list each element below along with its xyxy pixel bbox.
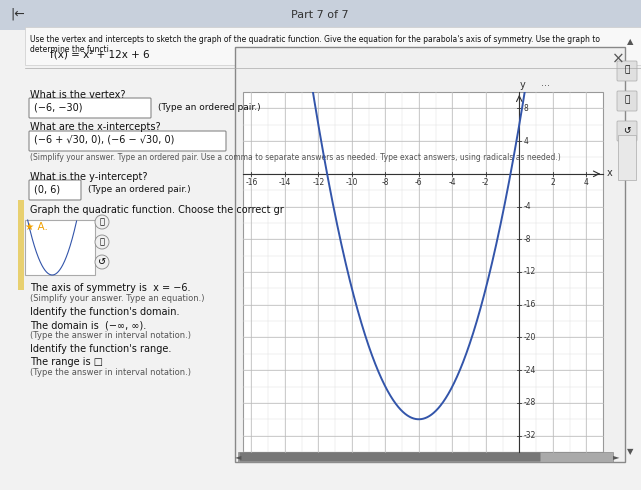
- Text: -4: -4: [449, 178, 456, 187]
- Text: 🔍: 🔍: [99, 218, 104, 226]
- FancyBboxPatch shape: [529, 75, 561, 91]
- Text: What is the y-intercept?: What is the y-intercept?: [30, 172, 147, 182]
- FancyBboxPatch shape: [25, 27, 641, 65]
- Text: The domain is  (−∞, ∞).: The domain is (−∞, ∞).: [30, 320, 146, 330]
- Text: 4: 4: [523, 137, 528, 146]
- Text: (0, 6): (0, 6): [34, 185, 60, 195]
- Text: ►: ►: [613, 452, 619, 462]
- FancyBboxPatch shape: [618, 135, 636, 180]
- Text: 8: 8: [523, 104, 528, 113]
- Text: Part 7 of 7: Part 7 of 7: [291, 10, 349, 20]
- Text: f(x) = x² + 12x + 6: f(x) = x² + 12x + 6: [50, 50, 149, 60]
- Text: (Simplify your answer. Type an equation.): (Simplify your answer. Type an equation.…: [30, 294, 204, 303]
- Text: ▼: ▼: [627, 447, 633, 457]
- Text: 🔍: 🔍: [99, 238, 104, 246]
- Text: -28: -28: [523, 398, 535, 407]
- Text: Use the vertex and intercepts to sketch the graph of the quadratic function. Giv: Use the vertex and intercepts to sketch …: [30, 35, 600, 54]
- FancyBboxPatch shape: [25, 220, 95, 275]
- Text: 🔍: 🔍: [624, 96, 629, 104]
- Text: ↺: ↺: [623, 125, 631, 134]
- FancyBboxPatch shape: [243, 92, 603, 452]
- Text: -16: -16: [246, 178, 258, 187]
- Text: ...: ...: [540, 78, 549, 88]
- Text: y: y: [519, 80, 525, 90]
- Text: -14: -14: [279, 178, 291, 187]
- Text: (Type the answer in interval notation.): (Type the answer in interval notation.): [30, 331, 191, 340]
- Text: -4: -4: [523, 202, 531, 211]
- Text: (Type the answer in interval notation.): (Type the answer in interval notation.): [30, 368, 191, 377]
- Text: (Type an ordered pair.): (Type an ordered pair.): [158, 103, 261, 113]
- Text: ★ A.: ★ A.: [25, 222, 48, 232]
- Text: (−6 + √30, 0), (−6 − √30, 0): (−6 + √30, 0), (−6 − √30, 0): [34, 135, 174, 145]
- Text: The axis of symmetry is  x = −6.: The axis of symmetry is x = −6.: [30, 283, 190, 293]
- Text: ◄: ◄: [235, 452, 241, 462]
- Text: Identify the function's range.: Identify the function's range.: [30, 344, 171, 354]
- Text: -6: -6: [415, 178, 422, 187]
- FancyBboxPatch shape: [238, 452, 613, 462]
- FancyBboxPatch shape: [29, 98, 151, 118]
- Text: The range is □: The range is □: [30, 357, 103, 367]
- Text: 🔍: 🔍: [624, 66, 629, 74]
- FancyBboxPatch shape: [29, 131, 226, 151]
- Text: x: x: [607, 168, 613, 178]
- Text: (−6, −30): (−6, −30): [34, 103, 83, 113]
- FancyBboxPatch shape: [235, 47, 625, 462]
- FancyBboxPatch shape: [0, 30, 641, 490]
- Text: 4: 4: [584, 178, 588, 187]
- Text: -16: -16: [523, 300, 536, 309]
- Text: -12: -12: [312, 178, 324, 187]
- FancyBboxPatch shape: [617, 61, 637, 81]
- Text: -24: -24: [523, 366, 536, 375]
- Text: ×: ×: [612, 52, 624, 67]
- Circle shape: [95, 255, 109, 269]
- Text: Graph the quadratic function. Choose the correct gr: Graph the quadratic function. Choose the…: [30, 205, 284, 215]
- Text: ▲: ▲: [627, 38, 633, 47]
- Circle shape: [95, 235, 109, 249]
- Text: -8: -8: [381, 178, 389, 187]
- Text: What are the x-intercepts?: What are the x-intercepts?: [30, 122, 161, 132]
- FancyBboxPatch shape: [240, 452, 540, 462]
- Text: |←: |←: [10, 7, 25, 21]
- Text: (Type an ordered pair.): (Type an ordered pair.): [88, 186, 190, 195]
- Text: Identify the function's domain.: Identify the function's domain.: [30, 307, 179, 317]
- Text: ↺: ↺: [98, 257, 106, 267]
- Text: What is the vertex?: What is the vertex?: [30, 90, 126, 100]
- Text: -20: -20: [523, 333, 536, 342]
- FancyBboxPatch shape: [18, 200, 24, 290]
- Circle shape: [95, 215, 109, 229]
- Text: (Simplify your answer. Type an ordered pair. Use a comma to separate answers as : (Simplify your answer. Type an ordered p…: [30, 153, 561, 162]
- Text: -8: -8: [523, 235, 531, 244]
- Text: -32: -32: [523, 431, 536, 440]
- FancyBboxPatch shape: [617, 121, 637, 141]
- FancyBboxPatch shape: [0, 0, 641, 30]
- FancyBboxPatch shape: [617, 91, 637, 111]
- FancyBboxPatch shape: [29, 180, 81, 200]
- Text: -10: -10: [345, 178, 358, 187]
- Text: -2: -2: [482, 178, 490, 187]
- Text: -12: -12: [523, 268, 535, 276]
- Text: 2: 2: [551, 178, 555, 187]
